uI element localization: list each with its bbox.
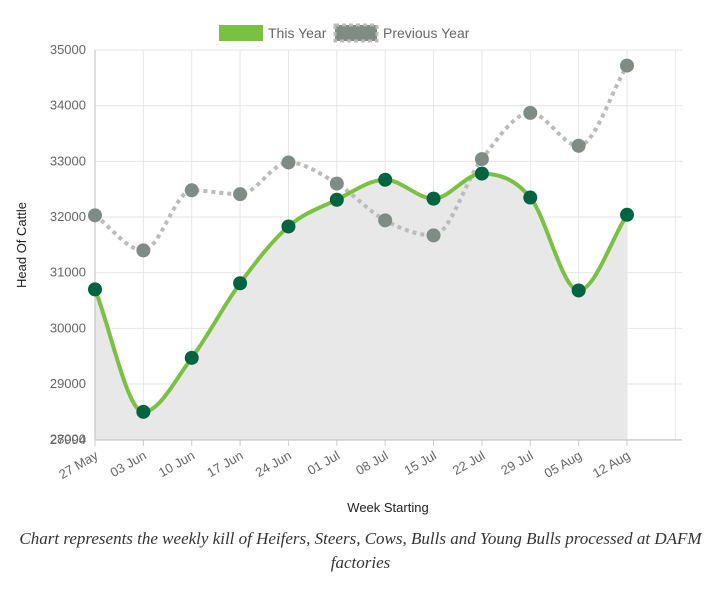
y-tick-label: 28000 <box>50 432 86 447</box>
data-point-this-year[interactable] <box>329 192 344 207</box>
data-point-this-year[interactable] <box>281 219 296 234</box>
data-point-this-year[interactable] <box>474 166 489 181</box>
x-tick-label: 10 Jun <box>156 448 197 481</box>
legend-label-previous-year[interactable]: Previous Year <box>383 25 470 41</box>
data-point-previous-year[interactable] <box>474 152 489 167</box>
data-point-this-year[interactable] <box>233 276 248 291</box>
x-axis-title: Week Starting <box>347 500 428 515</box>
x-tick-label: 29 Jul <box>498 448 536 478</box>
y-tick-label: 32000 <box>50 209 86 224</box>
y-tick-label: 30000 <box>50 320 86 335</box>
y-tick-label: 27994 <box>50 432 86 447</box>
legend-label-this-year[interactable]: This Year <box>268 25 327 41</box>
data-point-previous-year[interactable] <box>426 228 441 243</box>
x-tick-label: 03 Jun <box>108 448 149 481</box>
series-line-previous-year <box>93 64 629 253</box>
x-tick-labels: 27 May 03 Jun 10 Jun 17 Jun 24 Jun 01 Jul 08 J… <box>56 447 632 482</box>
data-point-previous-year[interactable] <box>620 58 634 73</box>
data-point-previous-year[interactable] <box>281 155 296 170</box>
y-tick-label: 35000 <box>50 42 86 57</box>
data-point-previous-year[interactable] <box>88 208 102 223</box>
data-point-previous-year[interactable] <box>571 138 586 153</box>
data-point-this-year[interactable] <box>378 172 393 187</box>
x-tick-label: 08 Jul <box>353 448 391 478</box>
data-point-previous-year[interactable] <box>233 187 248 202</box>
legend-swatch-this-year[interactable] <box>219 25 263 41</box>
x-tick-label: 24 Jun <box>253 448 294 481</box>
y-tick-label: 29000 <box>50 376 86 391</box>
x-tick-label: 15 Jul <box>401 448 439 478</box>
y-tick-label: 31000 <box>50 265 86 280</box>
x-tick-label: 12 Aug <box>590 448 633 481</box>
data-point-this-year[interactable] <box>136 404 151 419</box>
data-point-this-year[interactable] <box>571 283 586 298</box>
line-chart: 27 May 03 Jun 10 Jun 17 Jun 24 Jun 01 Jul 08 J… <box>14 23 682 515</box>
series-area-this-year <box>95 173 627 441</box>
data-point-previous-year[interactable] <box>378 213 393 228</box>
data-points <box>88 58 634 419</box>
y-tick-label: 33000 <box>50 153 86 168</box>
series-lines <box>93 64 629 414</box>
chart-area: 27 May 03 Jun 10 Jun 17 Jun 24 Jun 01 Jul 08 J… <box>14 23 682 515</box>
x-tick-label: 27 May <box>56 447 101 482</box>
legend-swatch-previous-year[interactable] <box>333 23 379 43</box>
axes <box>94 50 682 441</box>
data-point-previous-year[interactable] <box>523 105 538 120</box>
chart-caption: Chart represents the weekly kill of Heif… <box>19 529 702 572</box>
data-point-this-year[interactable] <box>184 350 199 365</box>
x-tick-label: 17 Jun <box>204 448 245 481</box>
y-tick-labels: 35000 34000 33000 32000 31000 30000 29000 28000… <box>50 42 86 447</box>
data-point-this-year[interactable] <box>426 191 441 206</box>
legend[interactable]: This Year Previous Year <box>219 23 470 43</box>
data-point-this-year[interactable] <box>620 207 634 222</box>
data-point-previous-year[interactable] <box>329 176 344 191</box>
area-fills <box>95 173 627 441</box>
y-tick-label: 34000 <box>50 98 86 113</box>
y-axis-title: Head Of Cattle <box>14 202 29 288</box>
data-point-previous-year[interactable] <box>184 183 199 198</box>
x-tick-label: 01 Jul <box>305 448 343 478</box>
x-tick-label: 05 Aug <box>542 448 585 481</box>
series-line-this-year <box>93 171 629 414</box>
data-point-previous-year[interactable] <box>136 243 151 258</box>
data-point-this-year[interactable] <box>88 282 102 297</box>
x-tick-label: 22 Jul <box>450 448 488 478</box>
data-point-this-year[interactable] <box>523 190 538 205</box>
